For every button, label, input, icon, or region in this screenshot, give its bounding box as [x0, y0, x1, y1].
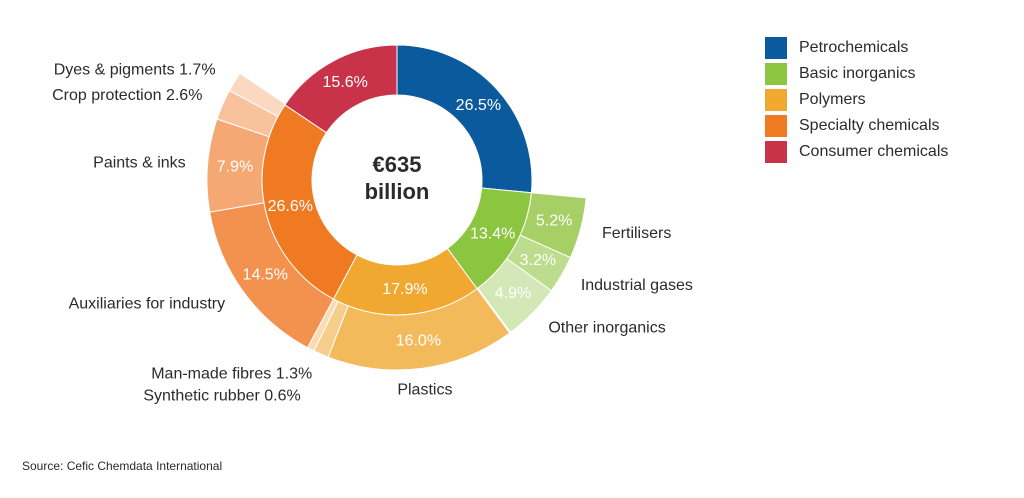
inner-value-label: 17.9%: [382, 281, 427, 298]
outer-name: Fertilisers: [602, 225, 671, 242]
inner-value-label: 26.5%: [456, 97, 501, 114]
outer-value-label: 1.7%: [179, 62, 215, 79]
outer-value-label: 14.5%: [243, 266, 288, 283]
legend-swatch: [765, 63, 787, 85]
outer-value-label: 1.3%: [276, 366, 312, 383]
inner-segment: [396, 44, 533, 194]
outer-name: Dyes & pigments: [54, 62, 175, 79]
outer-value-label: 16.0%: [396, 332, 441, 349]
outer-name: Plastics: [397, 381, 452, 398]
outer-value-label: 3.2%: [520, 252, 556, 269]
center-total: €635: [373, 152, 422, 177]
legend-label: Basic inorganics: [799, 65, 916, 82]
outer-name: Other inorganics: [548, 320, 665, 337]
outer-name: Industrial gases: [581, 277, 693, 294]
outer-name: Auxiliaries for industry: [69, 295, 226, 312]
inner-value-label: 26.6%: [268, 198, 313, 215]
outer-label: Man-made fibres 1.3%: [151, 366, 312, 383]
inner-segment: [284, 44, 398, 134]
outer-value-label: 0.6%: [264, 388, 300, 405]
inner-value-label: 13.4%: [470, 225, 515, 242]
outer-value-label: 2.6%: [166, 87, 202, 104]
legend-swatch: [765, 141, 787, 163]
legend-label: Consumer chemicals: [799, 143, 948, 160]
inner-value-label: 15.6%: [323, 74, 368, 91]
outer-segment: [477, 257, 553, 333]
legend-label: Petrochemicals: [799, 39, 908, 56]
outer-value-label: 4.9%: [495, 285, 531, 302]
outer-name: Paints & inks: [93, 155, 185, 172]
outer-label: Crop protection 2.6%: [52, 87, 202, 104]
source: Source: Cefic Chemdata International: [22, 459, 222, 473]
legend-swatch: [765, 115, 787, 137]
outer-name: Synthetic rubber: [143, 388, 260, 405]
outer-name: Crop protection: [52, 87, 161, 104]
legend-swatch: [765, 37, 787, 59]
outer-value-label: 7.9%: [217, 158, 253, 175]
outer-label: Dyes & pigments 1.7%: [54, 62, 216, 79]
outer-label: Synthetic rubber 0.6%: [143, 388, 300, 405]
center-unit: billion: [365, 179, 430, 204]
outer-name: Man-made fibres: [151, 366, 271, 383]
legend-label: Polymers: [799, 91, 866, 108]
outer-value-label: 5.2%: [536, 213, 572, 230]
legend-swatch: [765, 89, 787, 111]
legend-label: Specialty chemicals: [799, 117, 940, 134]
